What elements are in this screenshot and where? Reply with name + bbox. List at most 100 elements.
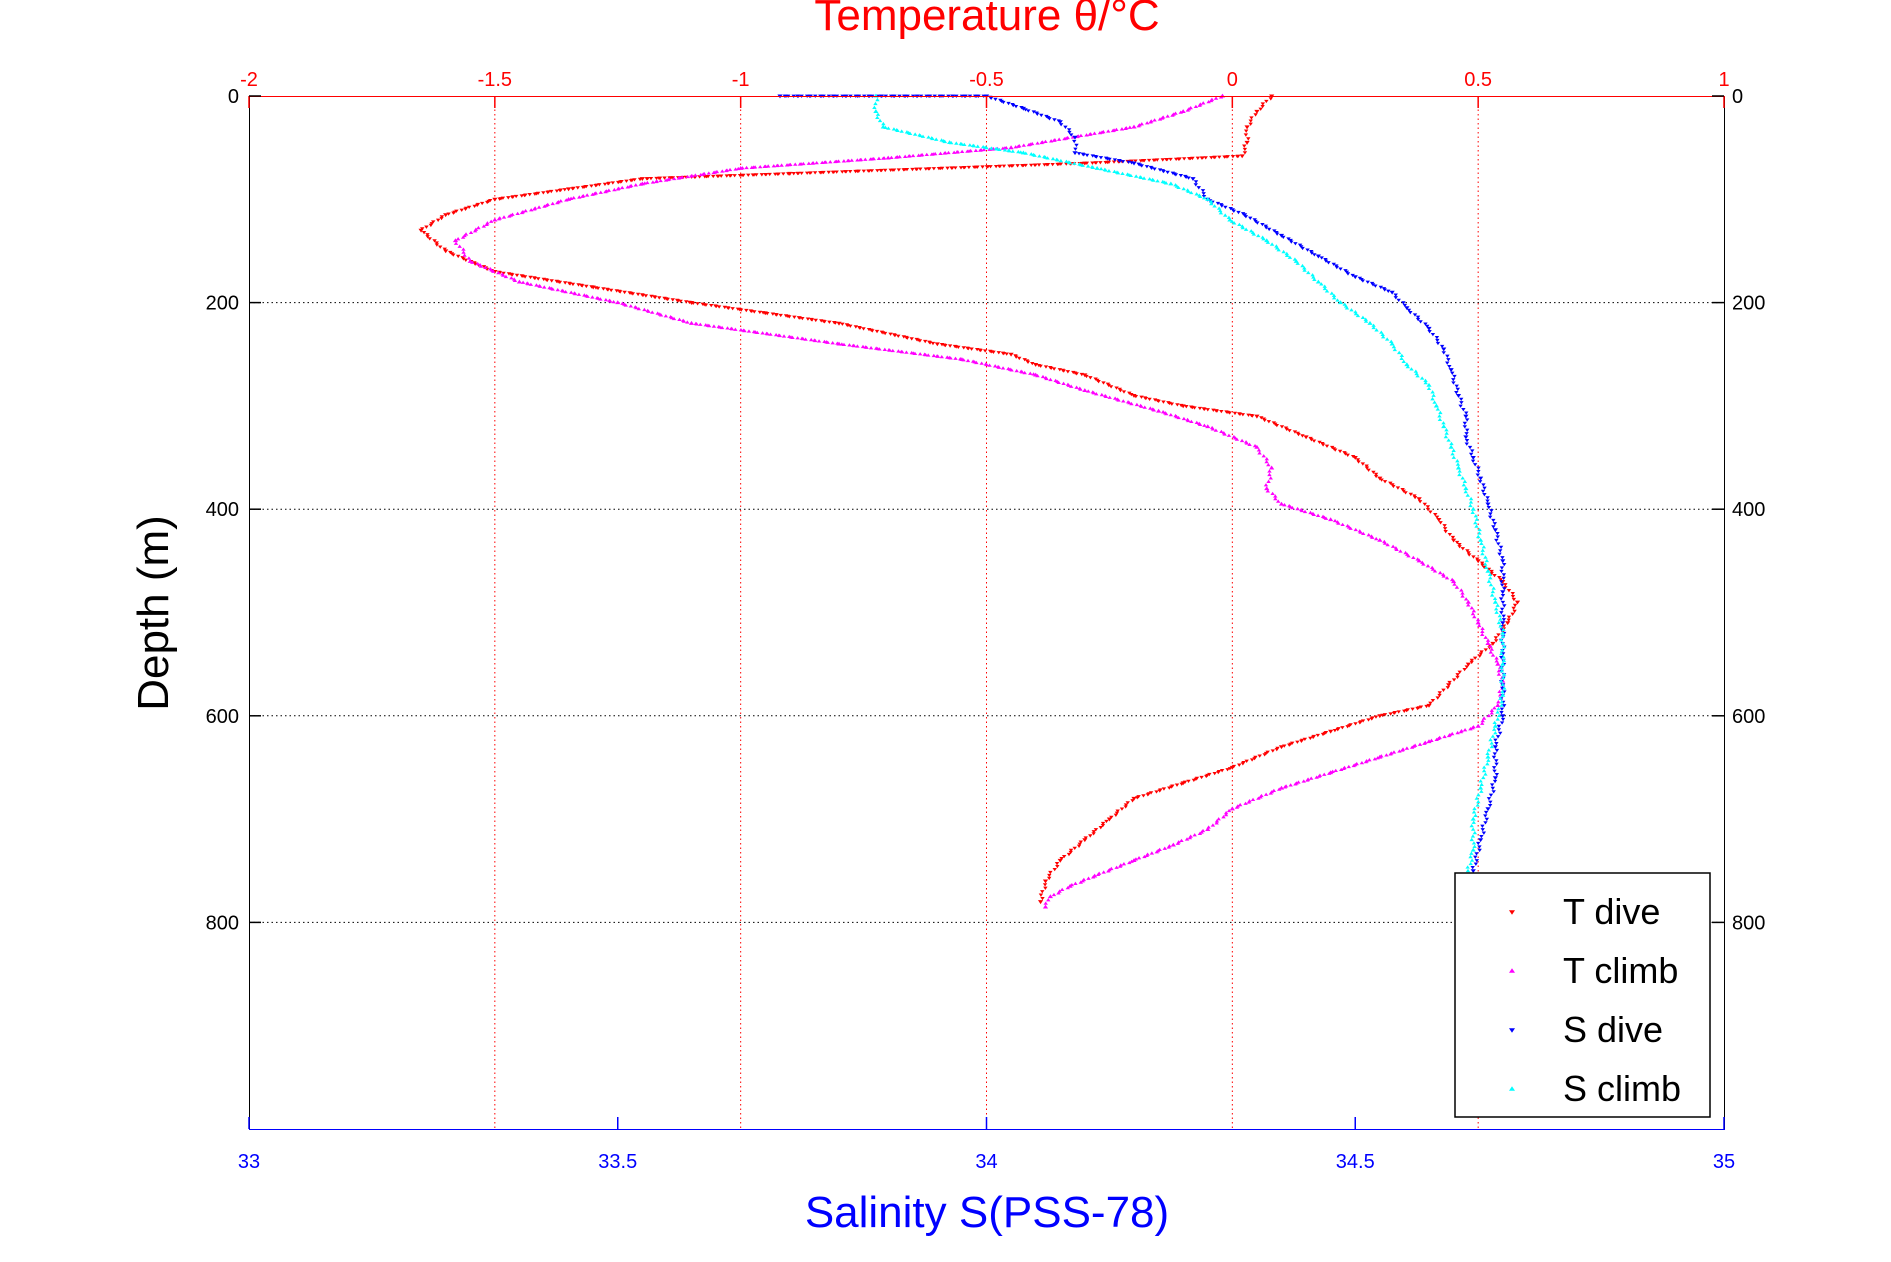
data-point [1437, 693, 1442, 698]
data-point [978, 148, 983, 152]
data-point [1042, 883, 1048, 887]
data-point [1448, 368, 1454, 373]
data-point [1056, 891, 1061, 895]
data-point [771, 164, 776, 168]
data-point [923, 352, 928, 357]
data-point [1164, 411, 1169, 416]
data-point [706, 171, 711, 175]
data-point [1426, 739, 1432, 744]
data-point [1229, 806, 1235, 811]
data-point [1497, 689, 1502, 694]
data-point [562, 281, 568, 285]
data-point [1094, 155, 1099, 159]
data-point [1273, 496, 1278, 501]
data-point [1262, 418, 1267, 423]
data-point [954, 150, 960, 154]
data-point [1282, 503, 1287, 507]
data-point [913, 167, 919, 172]
data-point [418, 228, 424, 233]
data-point [1500, 714, 1506, 719]
data-point [1100, 823, 1106, 828]
data-point [1000, 146, 1006, 150]
top-axis-tick-label: 0.5 [1464, 69, 1492, 91]
data-point [1112, 396, 1118, 400]
data-point [1067, 130, 1072, 135]
data-point [1114, 811, 1120, 815]
data-point [1487, 804, 1493, 808]
data-point [1201, 196, 1207, 200]
data-point [1054, 862, 1060, 866]
data-point [1492, 752, 1498, 756]
data-point [1078, 880, 1083, 884]
data-point [1489, 708, 1495, 712]
data-point [989, 146, 994, 150]
data-point [1273, 494, 1278, 498]
data-point [1043, 901, 1048, 905]
data-point [1498, 679, 1504, 683]
data-point [525, 281, 531, 286]
data-point [1365, 280, 1370, 284]
data-point [1470, 865, 1475, 870]
data-point [615, 300, 621, 305]
data-point [1261, 454, 1266, 458]
data-point [1360, 315, 1366, 319]
data-point [1380, 335, 1386, 339]
data-point [523, 208, 528, 213]
data-point [1268, 476, 1273, 480]
data-point [790, 335, 795, 339]
data-point [1339, 767, 1344, 772]
data-point [1217, 155, 1222, 159]
data-point [1141, 176, 1147, 180]
data-point [891, 127, 897, 131]
data-point [1426, 326, 1432, 331]
data-point [1086, 389, 1091, 393]
top-axis-tick-label: -0.5 [969, 69, 1003, 91]
data-point [1031, 110, 1036, 114]
data-point [427, 237, 432, 241]
data-point [1433, 513, 1438, 517]
data-point [1333, 768, 1338, 772]
data-point [1125, 801, 1130, 805]
data-point [1020, 164, 1025, 168]
data-point [975, 144, 980, 148]
data-point [1480, 548, 1485, 552]
data-point [1116, 398, 1121, 402]
data-point [1246, 137, 1251, 141]
data-point [1402, 709, 1407, 713]
data-point [1226, 808, 1232, 813]
data-point [1511, 597, 1517, 602]
data-point [1248, 119, 1253, 123]
data-point [1258, 107, 1263, 111]
data-point [1437, 570, 1443, 575]
data-point [1083, 836, 1088, 840]
data-point [496, 217, 502, 221]
data-point [1458, 404, 1463, 408]
data-point [729, 327, 735, 331]
data-point [1068, 848, 1074, 853]
data-point [1047, 873, 1052, 878]
data-point [1059, 887, 1065, 892]
data-point [529, 208, 534, 212]
data-point [1103, 394, 1109, 399]
data-point [1017, 356, 1022, 361]
data-point [800, 316, 805, 321]
data-point [571, 195, 576, 200]
data-point [1446, 683, 1452, 688]
data-point [1412, 313, 1418, 317]
data-point [1331, 293, 1337, 298]
data-point [1127, 860, 1132, 865]
data-point [1475, 557, 1480, 561]
data-point [1451, 678, 1457, 682]
data-point [1485, 641, 1491, 646]
data-point [1265, 489, 1271, 493]
data-point [1494, 742, 1499, 746]
data-point [1186, 779, 1191, 783]
data-point [1151, 178, 1156, 182]
data-point [1185, 108, 1190, 112]
data-point [953, 356, 958, 360]
data-point [439, 216, 444, 221]
data-point [1500, 634, 1506, 638]
data-point [623, 303, 628, 307]
data-point [855, 344, 860, 348]
data-point [959, 142, 964, 146]
